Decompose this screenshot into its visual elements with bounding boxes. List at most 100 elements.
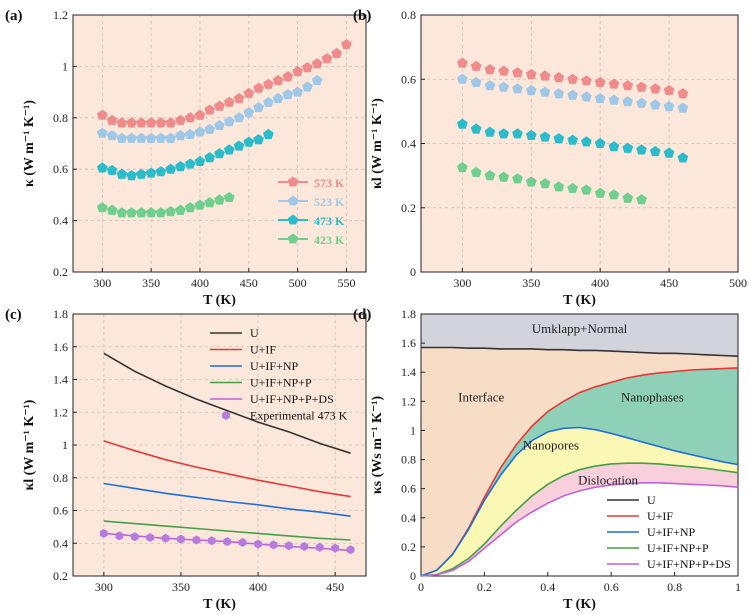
x-tick-label: 350 <box>142 276 160 290</box>
x-tick-label: 450 <box>240 276 258 290</box>
data-point <box>525 176 537 187</box>
panel-label: (b) <box>353 8 371 24</box>
panel-a: 300 350 400 450 500 550 0.2 0.4 0.6 0.8 1 1.2 T (K) κ… <box>5 8 367 308</box>
x-axis-label: T (K) <box>203 293 236 308</box>
data-point <box>457 118 468 129</box>
x-tick-label: 450 <box>326 580 344 594</box>
legend-label: U+IF+NP <box>647 525 696 539</box>
data-point <box>145 117 157 128</box>
y-tick-label: 1 <box>410 423 416 437</box>
data-point <box>165 205 176 217</box>
y-tick-label: 1.2 <box>401 394 416 408</box>
data-point <box>525 129 537 140</box>
data-point <box>165 163 176 174</box>
data-point <box>636 81 647 92</box>
x-tick-label: 350 <box>172 580 190 594</box>
x-tick-label: 300 <box>93 276 111 290</box>
region-label: Interface <box>458 389 504 404</box>
data-point <box>136 168 147 179</box>
y-tick-label: 0.6 <box>401 72 416 86</box>
y-tick-label: 0.2 <box>401 540 416 554</box>
panel-b: 300 350 400 450 500 0 0.2 0.4 0.6 0.8 T (K) κl (W m… <box>353 8 747 308</box>
experimental-point <box>238 537 247 547</box>
data-point <box>96 109 108 120</box>
experimental-point <box>331 543 340 553</box>
data-point <box>622 80 634 91</box>
data-point <box>282 89 294 100</box>
data-point <box>194 126 206 137</box>
data-point <box>567 134 578 145</box>
data-point <box>233 112 245 123</box>
data-point <box>594 187 606 198</box>
panel-label: (d) <box>353 307 371 323</box>
legend-label: 523 K <box>314 195 345 209</box>
series-523-K <box>96 74 323 143</box>
data-point <box>608 141 620 152</box>
data-point <box>243 87 255 98</box>
region-label: Umklapp+Normal <box>532 321 628 336</box>
data-point <box>512 128 523 139</box>
y-tick-label: 1.8 <box>53 307 68 321</box>
data-point <box>608 78 620 89</box>
data-point <box>498 171 510 182</box>
data-point <box>126 132 137 143</box>
y-tick-label: 1.4 <box>53 373 68 387</box>
data-point <box>649 145 661 157</box>
data-point <box>470 166 482 177</box>
data-point <box>539 70 551 81</box>
experimental-point <box>223 537 232 547</box>
x-tick-label: 300 <box>95 580 113 594</box>
data-point <box>539 178 551 189</box>
data-point <box>155 207 167 218</box>
data-point <box>175 204 186 215</box>
data-point <box>96 127 108 138</box>
data-point <box>116 207 128 218</box>
y-axis-label: κs (Ws m⁻¹ K⁻¹) <box>370 396 385 495</box>
x-tick-label: 0 <box>418 580 424 594</box>
y-tick-label: 0.4 <box>401 511 416 525</box>
y-axis-label: κl (W m⁻¹ K⁻¹) <box>22 399 37 490</box>
y-tick-label: 0.2 <box>53 569 68 583</box>
data-point <box>194 109 206 120</box>
data-point <box>553 181 565 192</box>
experimental-point <box>254 539 262 549</box>
region-label: Dislocation <box>578 472 638 487</box>
data-point <box>512 83 523 94</box>
data-point <box>223 191 235 202</box>
y-tick-label: 1.6 <box>53 340 68 354</box>
plot-frame <box>420 313 739 577</box>
x-axis-label: T (K) <box>563 597 596 612</box>
area-interface <box>421 347 738 576</box>
area-nanophases <box>421 367 738 576</box>
y-tick-label: 0 <box>410 265 416 279</box>
plot-background <box>73 15 366 272</box>
data-point <box>175 160 186 172</box>
x-tick-label: 450 <box>660 276 678 290</box>
data-point <box>470 76 482 87</box>
series-423-K <box>96 191 235 218</box>
experimental-point <box>300 542 309 551</box>
data-point <box>663 100 675 112</box>
x-tick-label: 350 <box>522 276 540 290</box>
data-point <box>512 67 523 78</box>
series-line <box>420 367 739 577</box>
data-point <box>194 155 206 166</box>
x-tick-label: 0.2 <box>477 580 492 594</box>
data-point <box>677 102 689 113</box>
series-line <box>103 352 351 454</box>
data-point <box>636 97 647 108</box>
data-point <box>321 53 333 64</box>
data-point <box>184 128 196 140</box>
data-point <box>525 84 537 95</box>
experimental-point <box>177 534 185 544</box>
x-axis-label: T (K) <box>203 597 236 612</box>
y-tick-label: 0.6 <box>401 482 416 496</box>
series-423-K <box>457 161 647 205</box>
legend-label: Experimental 473 K <box>250 409 348 423</box>
series-573-K <box>457 57 689 99</box>
data-point <box>594 92 606 104</box>
y-tick-label: 0.4 <box>53 214 68 228</box>
legend-label: U+IF <box>250 343 276 357</box>
series-line <box>103 440 351 498</box>
y-tick-label: 1.6 <box>401 336 416 350</box>
